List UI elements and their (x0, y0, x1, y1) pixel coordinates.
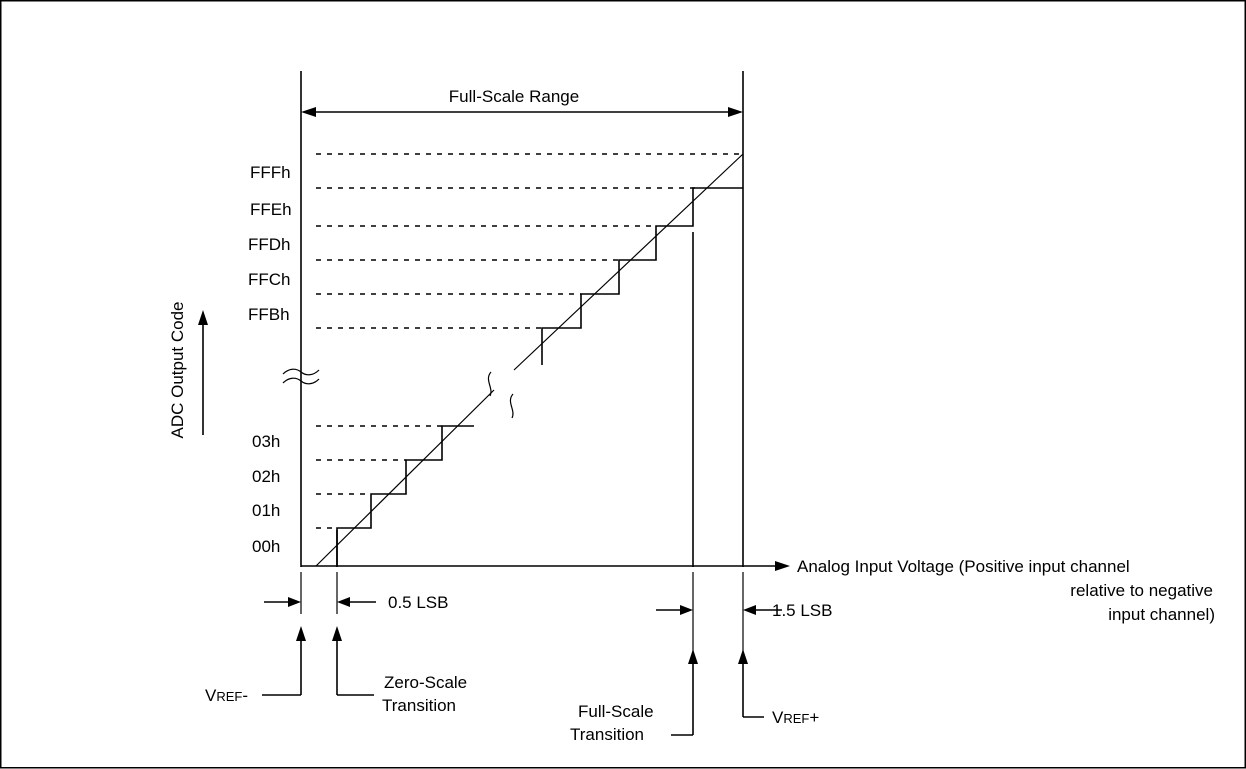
code-level-lines (316, 153, 743, 529)
vref-plus-callout: VREF+ (738, 649, 819, 727)
staircase-upper (541, 187, 743, 365)
full-scale-label-line-1: Full-Scale (578, 702, 654, 721)
code-label-02h: 02h (252, 467, 280, 486)
one-and-half-lsb-dimension: 1.5 LSB (656, 572, 833, 660)
vref-plus-label: VREF+ (772, 708, 819, 727)
zero-scale-label-line-1: Zero-Scale (384, 673, 467, 692)
x-axis-label-line-1: Analog Input Voltage (Positive input cha… (797, 557, 1130, 576)
full-scale-callout: Full-Scale Transition (570, 649, 698, 744)
full-scale-range-label: Full-Scale Range (449, 87, 579, 106)
code-label-fffh: FFFh (250, 163, 291, 182)
x-axis-title: Analog Input Voltage (Positive input cha… (797, 557, 1215, 624)
half-lsb-dimension: 0.5 LSB (264, 572, 449, 614)
full-scale-range-indicator: Full-Scale Range (301, 87, 743, 117)
staircase-lower (336, 425, 474, 566)
one-and-half-lsb-label: 1.5 LSB (772, 601, 833, 620)
x-axis (301, 561, 790, 571)
full-scale-label-line-2: Transition (570, 725, 644, 744)
code-label-ffch: FFCh (248, 270, 291, 289)
zero-scale-callout: Zero-Scale Transition (332, 626, 467, 715)
code-label-ffbh: FFBh (248, 305, 290, 324)
zero-scale-label-line-2: Transition (382, 696, 456, 715)
y-axis-label: ADC Output Code (168, 301, 187, 438)
code-labels-top: FFFh FFEh FFDh FFCh FFBh (248, 163, 292, 324)
vref-minus-label: VREF- (205, 686, 248, 705)
x-axis-label-line-3: input channel) (1108, 605, 1215, 624)
y-axis-break-icon (282, 368, 320, 385)
code-label-03h: 03h (252, 432, 280, 451)
x-axis-label-line-2: relative to negative (1070, 581, 1213, 600)
y-axis-title: ADC Output Code (168, 301, 208, 439)
code-label-00h: 00h (252, 537, 280, 556)
vref-minus-callout: VREF- (205, 626, 306, 705)
ideal-transfer-line (315, 153, 744, 567)
code-label-ffdh: FFDh (248, 235, 291, 254)
half-lsb-label: 0.5 LSB (388, 593, 449, 612)
code-labels-bottom: 03h 02h 01h 00h (252, 432, 280, 556)
code-label-ffeh: FFEh (250, 200, 292, 219)
code-label-01h: 01h (252, 501, 280, 520)
